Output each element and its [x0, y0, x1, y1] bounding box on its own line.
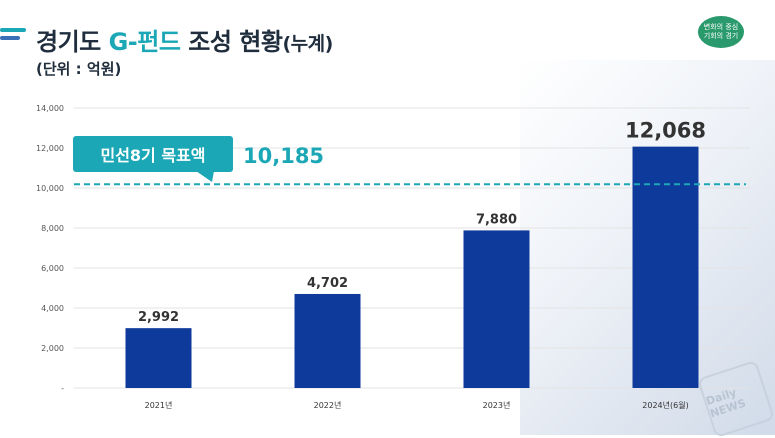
x-tick-label: 2024년(6월) — [642, 400, 688, 410]
data-label: 7,880 — [476, 212, 517, 227]
target-callout-label: 민선8기 목표액 — [100, 146, 205, 165]
y-tick-label: 8,000 — [41, 224, 64, 233]
y-tick-label: - — [61, 384, 64, 393]
data-label: 12,068 — [625, 119, 706, 143]
y-tick-label: 12,000 — [36, 144, 64, 153]
y-tick-label: 2,000 — [41, 344, 64, 353]
bar — [463, 230, 530, 388]
bar — [632, 146, 699, 388]
target-value-label: 10,185 — [243, 144, 324, 168]
title-suffix: (누계) — [282, 33, 333, 55]
unit-label: (단위 : 억원) — [36, 60, 122, 78]
bar — [294, 293, 361, 388]
logo-line-1: 변화의 중심 — [703, 23, 739, 31]
target-callout-pointer — [196, 171, 214, 182]
target-callout-box — [73, 136, 233, 172]
watermark-text: Daily NEWS — [704, 385, 748, 421]
gyeonggi-logo: 변화의 중심 기회의 경기 — [698, 16, 744, 48]
x-tick-label: 2021년 — [145, 400, 173, 410]
title-text: 경기도 — [36, 28, 109, 56]
title-text-end: 조성 현황 — [180, 28, 283, 56]
y-tick-label: 10,000 — [36, 184, 64, 193]
data-label: 4,702 — [307, 276, 348, 291]
x-tick-label: 2022년 — [314, 400, 342, 410]
page-title: 경기도 G-펀드 조성 현황(누계) — [36, 22, 333, 57]
y-tick-label: 4,000 — [41, 304, 64, 313]
y-tick-label: 6,000 — [41, 264, 64, 273]
data-label: 2,992 — [138, 310, 179, 325]
bar — [125, 328, 192, 388]
x-tick-label: 2023년 — [483, 400, 511, 410]
title-stripe-top — [0, 28, 26, 32]
title-accent-text: G-펀드 — [108, 28, 181, 56]
y-tick-label: 14,000 — [36, 104, 64, 113]
logo-line-2: 기회의 경기 — [703, 32, 739, 40]
title-stripe-bottom — [0, 36, 20, 40]
